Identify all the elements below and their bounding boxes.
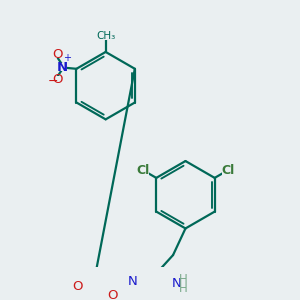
Text: O: O xyxy=(52,73,63,86)
Text: N: N xyxy=(57,61,68,74)
Bar xyxy=(51,76,62,83)
Bar xyxy=(99,32,112,40)
Text: −: − xyxy=(47,75,58,88)
Text: H: H xyxy=(179,273,188,286)
Text: O: O xyxy=(107,290,118,300)
Bar xyxy=(108,292,117,299)
Bar xyxy=(127,278,136,285)
Bar xyxy=(171,280,185,296)
Bar xyxy=(53,51,62,58)
Bar xyxy=(58,64,67,70)
Text: CH₃: CH₃ xyxy=(96,31,115,41)
Bar xyxy=(72,283,81,290)
Text: H: H xyxy=(179,282,188,295)
Text: +: + xyxy=(63,53,71,63)
Text: Cl: Cl xyxy=(136,164,150,177)
Bar xyxy=(222,166,234,175)
Text: N: N xyxy=(172,277,182,290)
Text: Cl: Cl xyxy=(221,164,234,177)
Text: O: O xyxy=(72,280,83,292)
Bar xyxy=(137,166,149,175)
Text: N: N xyxy=(128,275,137,288)
Text: O: O xyxy=(52,48,63,61)
